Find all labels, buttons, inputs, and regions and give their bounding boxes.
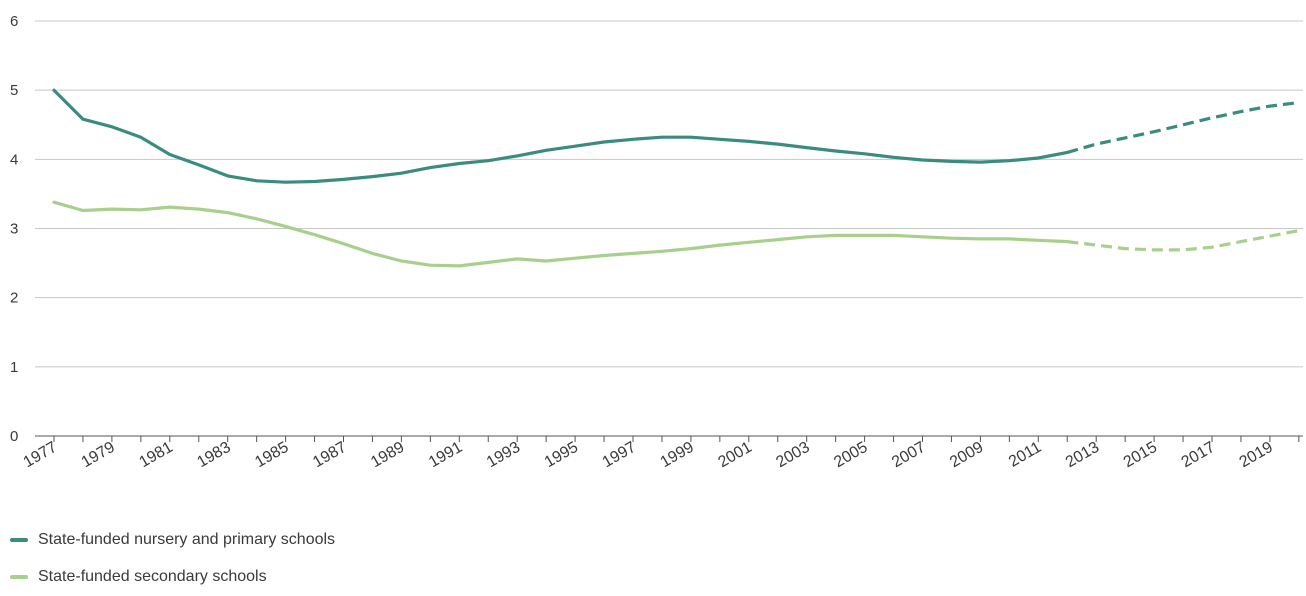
x-tick-label: 1987 [310, 439, 349, 472]
x-tick-label: 1999 [658, 439, 697, 472]
y-tick-label: 5 [10, 82, 18, 99]
y-tick-label: 2 [10, 290, 18, 307]
x-tick-label: 1983 [194, 439, 233, 472]
x-tick-label: 1993 [484, 439, 523, 472]
x-tick-label: 2005 [831, 439, 870, 472]
x-tick-label: 1989 [368, 439, 407, 472]
series-line-primary [52, 88, 1069, 184]
legend-item-secondary: State-funded secondary schools [10, 568, 267, 586]
x-tick-label: 1997 [600, 439, 639, 472]
legend-swatch-secondary [10, 575, 28, 579]
y-tick-label: 4 [10, 151, 18, 168]
y-tick-label: 3 [10, 221, 18, 238]
x-axis: 1977 1979 1981 1983 1985 1987 1989 1991 1993 1995… [21, 435, 1303, 472]
x-tick-label: 2013 [1063, 439, 1102, 472]
x-tick-label: 2009 [947, 439, 986, 472]
series-projection-secondary [1067, 229, 1300, 252]
series-projection-primary [1066, 101, 1299, 154]
x-tick-label: 2001 [715, 439, 754, 472]
x-tick-label: 2003 [773, 439, 812, 472]
x-tick-label: 2019 [1237, 439, 1276, 472]
y-tick-label: 0 [10, 428, 18, 445]
x-tick-label: 2015 [1121, 439, 1160, 472]
series-line-secondary [52, 200, 1069, 268]
x-tick-label: 1985 [252, 439, 291, 472]
x-tick-label: 1995 [542, 439, 581, 472]
y-tick-label: 1 [10, 359, 18, 376]
legend-item-primary: State-funded nursery and primary schools [10, 531, 335, 549]
legend-label-secondary: State-funded secondary schools [38, 568, 267, 585]
legend-swatch-primary [10, 538, 28, 542]
x-tick-label: 2017 [1179, 439, 1218, 472]
series-lines [52, 88, 1300, 268]
x-tick-label: 1979 [79, 439, 118, 472]
x-tick-label: 2007 [889, 439, 928, 472]
gridlines [35, 20, 1303, 368]
x-tick-label: 1977 [21, 439, 60, 472]
x-tick-label: 1991 [426, 439, 465, 472]
x-tick-label: 2011 [1006, 439, 1044, 471]
legend-label-primary: State-funded nursery and primary schools [38, 531, 336, 548]
x-tick-label: 1981 [136, 439, 175, 472]
y-tick-label: 6 [10, 13, 18, 30]
y-axis: 0 1 2 3 4 5 6 [10, 13, 18, 445]
